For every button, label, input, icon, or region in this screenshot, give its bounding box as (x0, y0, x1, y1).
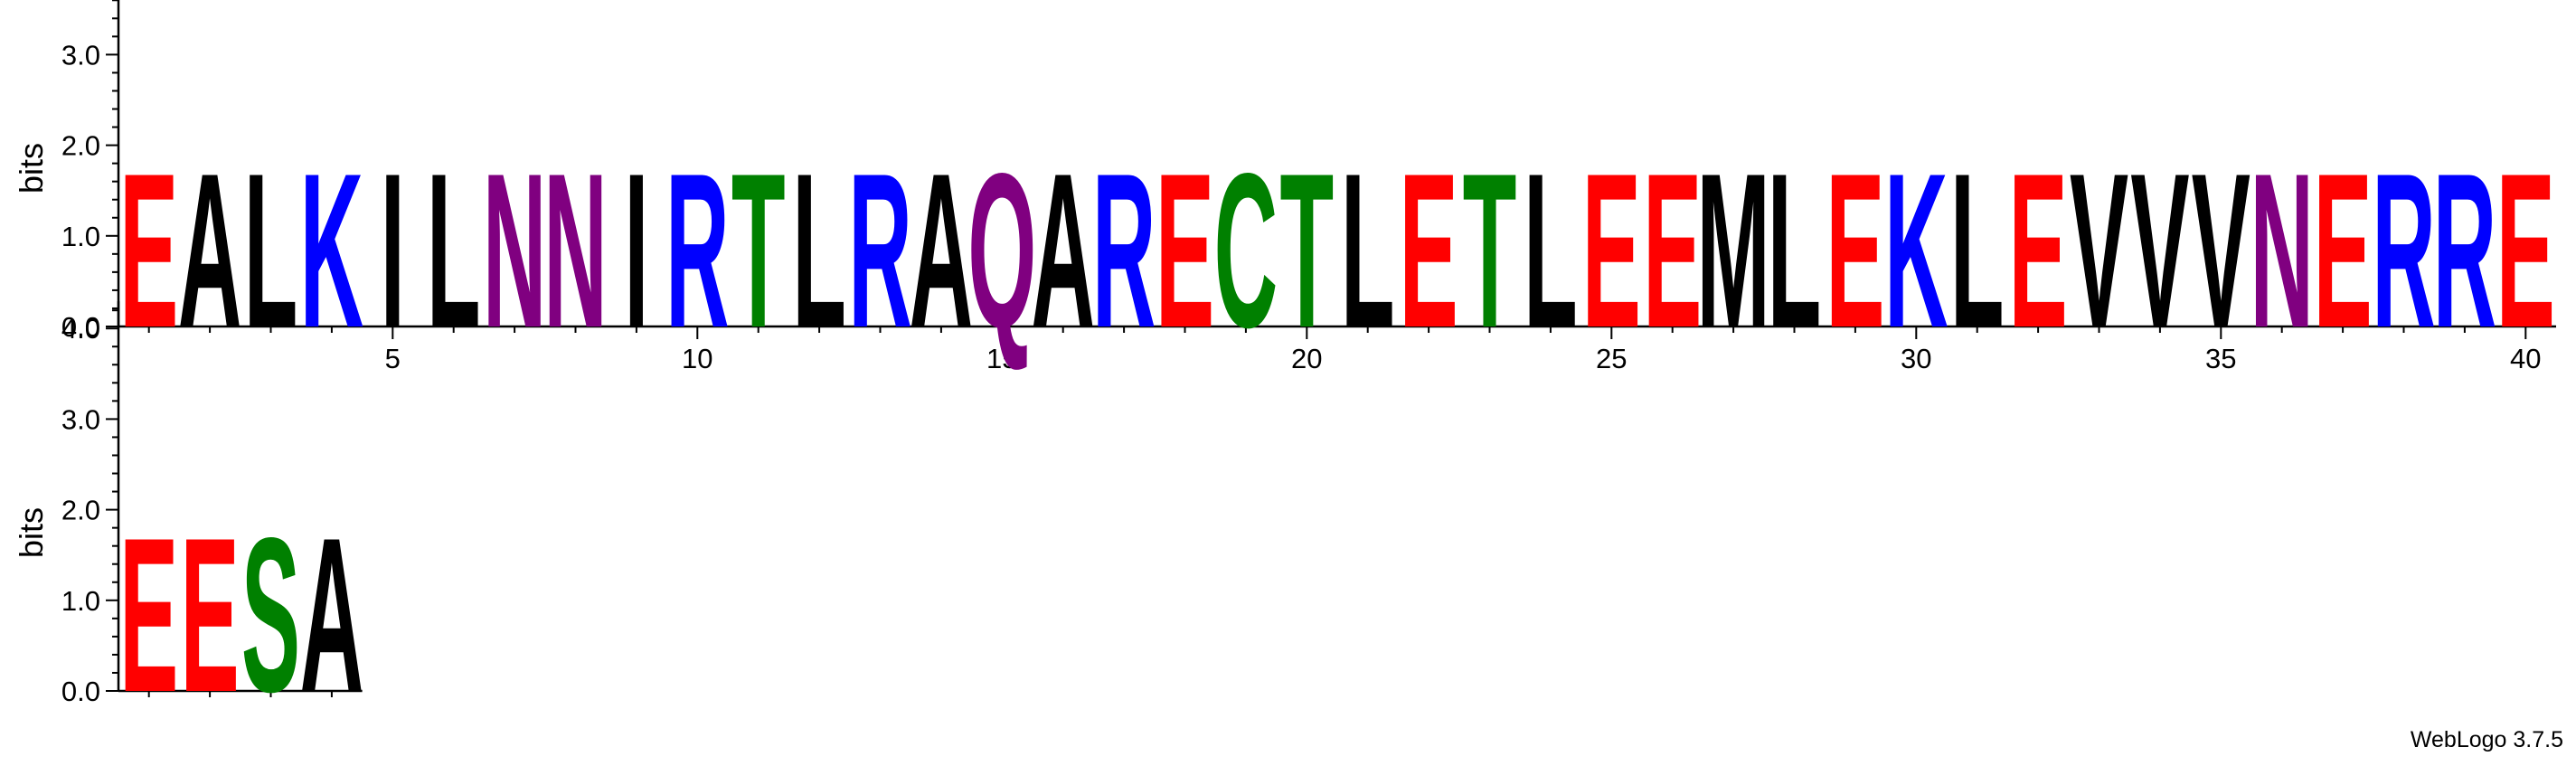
logo-letter: Q (967, 128, 1036, 374)
y-tick-label: 3.0 (61, 39, 100, 71)
logo-letter: A (1031, 128, 1095, 374)
logo-letter: L (427, 128, 481, 374)
logo-letter: E (119, 128, 178, 374)
logo-letter: A (910, 128, 974, 374)
logo-letter: L (1768, 128, 1822, 374)
logo-letter: V (2130, 128, 2189, 374)
x-tick-label: 10 (682, 343, 712, 374)
logo-row-1: 0.01.02.03.04.0bits510152025303540EALKIL… (13, 0, 2556, 374)
x-tick-label: 5 (385, 343, 401, 374)
x-tick-label: 25 (1596, 343, 1627, 374)
logo-letter: E (1156, 128, 1214, 374)
logo-letter: M (1696, 128, 1769, 374)
logo-letter: S (241, 493, 300, 739)
logo-letter: A (300, 493, 364, 739)
logo-letter: T (731, 128, 786, 374)
y-axis-label: bits (13, 143, 50, 194)
logo-letter: L (1950, 128, 2005, 374)
logo-letter: E (1643, 128, 1702, 374)
logo-letter: E (1582, 128, 1641, 374)
logo-letter: R (665, 128, 730, 374)
logo-letter: V (2070, 128, 2128, 374)
logo-letter: L (1524, 128, 1578, 374)
logo-letter: T (1279, 128, 1334, 374)
logo-letter: I (624, 128, 648, 374)
logo-letter: E (181, 493, 240, 739)
logo-letter: T (1463, 128, 1517, 374)
logo-letter: N (543, 128, 608, 374)
y-tick-label: 0.0 (61, 311, 100, 343)
logo-letter: R (1092, 128, 1156, 374)
logo-letter: L (792, 128, 846, 374)
logo-letter: K (1884, 128, 1949, 374)
weblogo-version: WebLogo 3.7.5 (2410, 727, 2563, 752)
logo-letter: C (1214, 128, 1279, 374)
logo-row-2: 0.0 1.0 2.0 3.0 4.0 bits E E S A (13, 301, 364, 739)
logo-letter: L (1341, 128, 1395, 374)
x-tick-label: 30 (1901, 343, 1931, 374)
logo-letter: K (300, 128, 364, 374)
logo-letter: R (2433, 128, 2497, 374)
logo-letter: E (2496, 128, 2555, 374)
x-tick-label: 20 (1291, 343, 1322, 374)
y-tick-label: 0.0 (61, 676, 100, 707)
y-axis-label: bits (13, 507, 50, 558)
logo-letter: R (848, 128, 912, 374)
logo-letter: E (2009, 128, 2068, 374)
logo-letter: R (2372, 128, 2436, 374)
logo-letter: V (2192, 128, 2250, 374)
logo-letter: A (178, 128, 242, 374)
y-tick-label: 3.0 (61, 403, 100, 435)
logo-letter: E (2314, 128, 2373, 374)
y-tick-label: 2.0 (61, 130, 100, 162)
logo-letter: E (1826, 128, 1884, 374)
y-tick-label: 4.0 (61, 313, 100, 345)
logo-letter: N (483, 128, 547, 374)
x-tick-label: 40 (2510, 343, 2541, 374)
logo-letter: L (244, 128, 298, 374)
logo-letter: E (1400, 128, 1458, 374)
x-tick-label: 15 (986, 343, 1017, 374)
x-tick-label: 35 (2205, 343, 2236, 374)
logo-letter: N (2250, 128, 2314, 374)
y-tick-label: 2.0 (61, 495, 100, 526)
logo-letter: I (381, 128, 405, 374)
y-tick-label: 1.0 (61, 221, 100, 252)
y-tick-label: 1.0 (61, 585, 100, 617)
logo-letter: E (119, 493, 178, 739)
